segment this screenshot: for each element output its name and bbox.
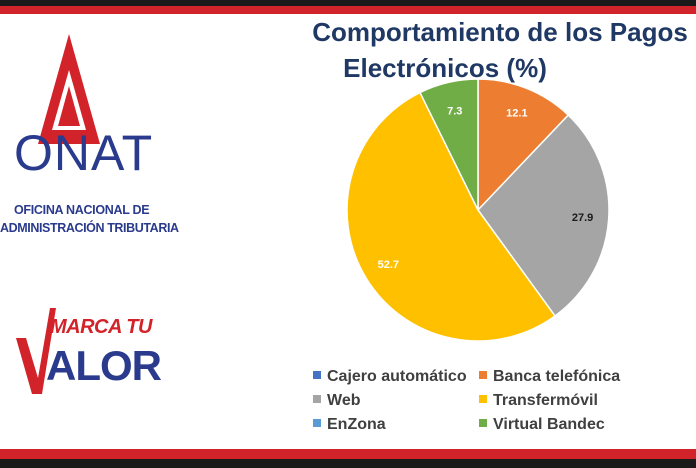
pie-data-label: 27.9: [572, 212, 593, 224]
legend-label: Web: [327, 392, 361, 409]
legend-label: Banca telefónica: [493, 368, 621, 385]
pie-data-label: 7.3: [447, 105, 462, 117]
legend-item: Transfermóvil: [479, 392, 598, 410]
legend-label: EnZona: [327, 416, 386, 433]
legend-label: Cajero automático: [327, 368, 467, 385]
bottom-border-dark: [0, 459, 696, 468]
legend-label: Virtual Bandec: [493, 416, 605, 433]
pie-slice-virtual-bandec: [418, 78, 479, 211]
legend-swatch: [479, 418, 487, 427]
pie-slice-web: [477, 114, 610, 318]
onat-full-name-line1: OFICINA NACIONAL DE: [14, 203, 150, 217]
legend-swatch: [479, 370, 487, 379]
legend-item: Virtual Bandec: [479, 416, 605, 434]
chart-title: Comportamiento de los Pagos Electrónicos…: [300, 14, 696, 86]
legend-label: Transfermóvil: [493, 392, 598, 409]
legend-item: Cajero automático: [313, 368, 467, 386]
legend-item: EnZona: [313, 416, 386, 434]
legend-swatch: [479, 394, 487, 403]
legend-swatch: [313, 370, 321, 379]
slogan-bottom: ALOR: [46, 342, 162, 389]
legend-swatch: [313, 418, 321, 427]
legend-swatch: [313, 394, 321, 403]
chart-title-line1: Comportamiento de los Pagos: [312, 17, 688, 47]
top-border-red: [0, 6, 696, 14]
bottom-border-red: [0, 449, 696, 459]
top-border-dark: [0, 0, 696, 6]
chart-title-line2: Electrónicos (%): [343, 53, 547, 83]
pie-slice-banca-telefónica: [477, 78, 570, 212]
legend-item: Banca telefónica: [479, 368, 620, 386]
legend-item: Web: [313, 392, 360, 410]
onat-full-name-line2: ADMINISTRACIÓN TRIBUTARIA: [0, 221, 179, 235]
pie-data-label: 52.7: [378, 259, 399, 271]
onat-triangle-logo: [38, 34, 100, 144]
marca-v-mark: [16, 308, 56, 394]
pie-data-label: 12.1: [506, 108, 527, 120]
pie-slice-transfermóvil: [346, 91, 557, 342]
slogan-top: MARCA TU: [50, 316, 152, 338]
onat-acronym: ONAT: [14, 125, 154, 181]
